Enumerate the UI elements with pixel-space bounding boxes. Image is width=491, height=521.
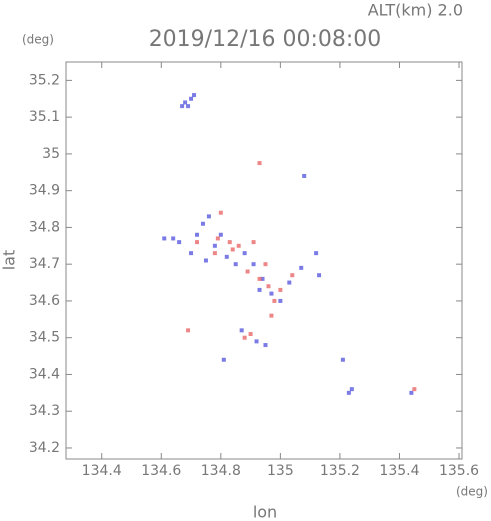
echo-point — [239, 328, 244, 333]
x-unit: (deg) — [456, 485, 488, 499]
echo-point — [269, 313, 274, 318]
y-axis-label: lat — [0, 250, 19, 271]
echo-point — [287, 280, 292, 285]
echo-point — [248, 332, 253, 337]
echo-point — [409, 390, 414, 395]
echo-point — [346, 390, 351, 395]
echo-point — [269, 291, 274, 296]
echo-point — [317, 273, 322, 278]
echo-point — [236, 243, 241, 248]
y-tick-label: 34.6 — [29, 293, 60, 309]
y-tick-label: 34.5 — [29, 330, 60, 346]
echo-point — [251, 240, 256, 245]
echo-point — [180, 104, 185, 109]
y-unit: (deg) — [22, 33, 54, 47]
echo-point — [263, 343, 268, 348]
x-tick-label: 135.4 — [379, 463, 419, 479]
echo-point — [227, 240, 232, 245]
y-tick-label: 35 — [42, 146, 60, 162]
echo-point — [215, 236, 220, 241]
y-tick-label: 34.2 — [29, 440, 60, 456]
echo-point — [412, 387, 417, 392]
echo-point — [195, 240, 200, 245]
x-axis-label: lon — [253, 503, 277, 521]
echo-point — [221, 357, 226, 362]
echo-point — [314, 251, 319, 256]
echo-point — [192, 93, 197, 98]
echo-point — [278, 287, 283, 292]
echo-point — [242, 335, 247, 340]
echo-point — [218, 232, 223, 237]
echo-point — [233, 262, 238, 267]
echo-point — [251, 262, 256, 267]
echo-point — [299, 265, 304, 270]
echo-point — [257, 287, 262, 292]
echo-point — [224, 254, 229, 259]
echo-point — [212, 243, 217, 248]
echo-point — [349, 387, 354, 392]
echo-point — [177, 240, 182, 245]
plot-frame — [65, 61, 463, 460]
echo-point — [260, 276, 265, 281]
y-tick-label: 34.7 — [29, 256, 60, 272]
echo-point — [272, 298, 277, 303]
echo-point — [206, 214, 211, 219]
echo-point — [218, 210, 223, 215]
echo-point — [266, 284, 271, 289]
echo-point — [186, 328, 191, 333]
y-tick-label: 34.3 — [29, 403, 60, 419]
echo-point — [189, 251, 194, 256]
echo-point — [263, 262, 268, 267]
echo-point — [257, 161, 262, 166]
echo-point — [189, 96, 194, 101]
echo-point — [242, 251, 247, 256]
x-tick-label: 135 — [267, 463, 294, 479]
y-tick-label: 35.1 — [29, 109, 60, 125]
x-tick-label: 134.6 — [141, 463, 181, 479]
y-tick-label: 34.9 — [29, 183, 60, 199]
x-tick-label: 135.6 — [439, 463, 479, 479]
echo-point — [203, 258, 208, 263]
echo-point — [302, 173, 307, 178]
y-tick-label: 34.4 — [29, 366, 60, 382]
chart-title: 2019/12/16 00:08:00 — [149, 27, 382, 52]
echo-point — [290, 273, 295, 278]
echo-point — [171, 236, 176, 241]
x-tick-label: 134.8 — [201, 463, 241, 479]
echo-point — [186, 104, 191, 109]
y-tick-label: 34.8 — [29, 219, 60, 235]
echo-point — [212, 251, 217, 256]
echo-point — [257, 276, 262, 281]
echo-point — [162, 236, 167, 241]
echo-point — [195, 232, 200, 237]
x-tick-label: 135.2 — [320, 463, 360, 479]
subtitle: ALT(km) 2.0 — [368, 1, 463, 20]
echo-point — [254, 339, 259, 344]
echo-point — [230, 247, 235, 252]
x-tick-label: 134.4 — [82, 463, 122, 479]
echo-point — [183, 100, 188, 105]
echo-point — [200, 221, 205, 226]
echo-point — [340, 357, 345, 362]
y-tick-label: 35.2 — [29, 72, 60, 88]
echo-point — [278, 298, 283, 303]
echo-point — [245, 269, 250, 274]
